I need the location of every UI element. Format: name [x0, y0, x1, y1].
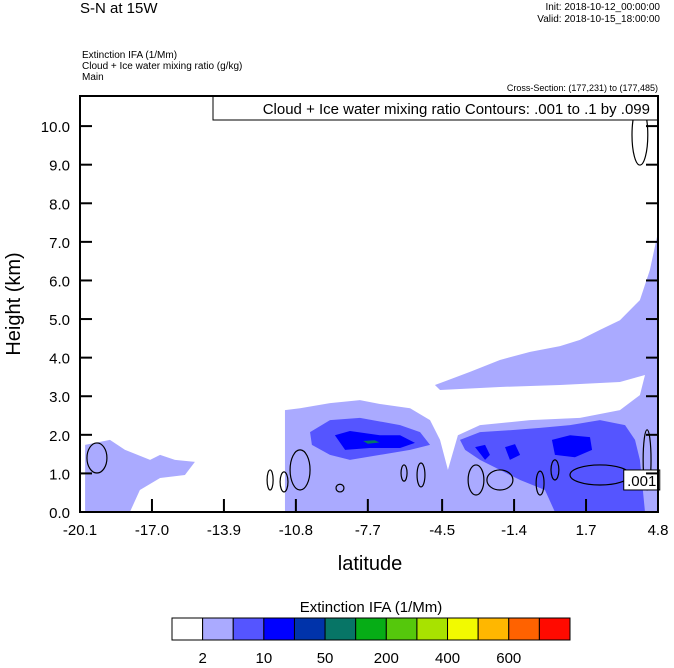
x-tick-label: -4.5 [429, 522, 455, 539]
colorbar: 2 10 50 200 400 600 [171, 617, 571, 667]
colorbar-swatch [324, 617, 357, 641]
y-tick-label: 2.0 [49, 428, 70, 445]
mixing-ratio-contour [266, 469, 274, 491]
y-tick-label: 4.0 [49, 351, 70, 368]
y-tick-label: 10.0 [41, 119, 70, 136]
y-tick-label: 6.0 [49, 273, 70, 290]
y-tick-label: 5.0 [49, 312, 70, 329]
mixing-ratio-contour [400, 464, 408, 482]
colorbar-label: 600 [496, 650, 521, 667]
colorbar-swatch [416, 617, 449, 641]
cross-section-label: Cross-Section: (177,231) to (177,485) [506, 83, 658, 93]
plot-frame [79, 95, 659, 513]
colorbar-swatch [293, 617, 326, 641]
colorbar-label: 400 [435, 650, 460, 667]
extinction-fill-region [459, 420, 646, 512]
extinction-fill-region [85, 439, 195, 512]
field-label-main: Main [82, 72, 104, 83]
y-axis-label: Height (km) [3, 252, 25, 355]
x-tick-label: -20.1 [63, 522, 97, 539]
mixing-ratio-contour [335, 483, 345, 493]
mixing-ratio-contour [416, 462, 426, 488]
mixing-ratio-contour [86, 442, 108, 474]
colorbar-swatch [538, 617, 571, 641]
colorbar-swatch [171, 617, 204, 641]
colorbar-swatch [385, 617, 418, 641]
x-tick-label: 1.7 [576, 522, 597, 539]
init-time: Init: 2018-10-12_00:00:00 [545, 2, 660, 13]
mixing-ratio-contour [467, 464, 485, 496]
extinction-fill-region [551, 435, 593, 458]
contour-layer [86, 104, 652, 496]
contour-legend-text: Cloud + Ice water mixing ratio Contours:… [263, 101, 650, 118]
y-tick-label: 7.0 [49, 235, 70, 252]
contour-label-box [623, 469, 661, 491]
y-tick-label: 0.0 [49, 505, 70, 522]
colorbar-swatch [447, 617, 479, 641]
x-tick-label: -10.8 [279, 522, 313, 539]
colorbar-swatch [508, 617, 540, 641]
extinction-fill-region [475, 444, 490, 460]
x-tick-label: -7.7 [355, 522, 381, 539]
valid-time: Valid: 2018-10-15_18:00:00 [537, 14, 660, 25]
y-tick-label: 9.0 [49, 158, 70, 175]
x-tick-label: -13.9 [207, 522, 241, 539]
fill-layer [85, 232, 658, 512]
colorbar-title: Extinction IFA (1/Mm) [300, 599, 443, 616]
extinction-fill-region [505, 444, 521, 460]
colorbar-swatch [202, 617, 234, 641]
colorbar-swatch [263, 617, 295, 641]
mixing-ratio-contour [279, 471, 289, 493]
y-tick-label: 1.0 [49, 466, 70, 483]
colorbar-label: 2 [198, 650, 206, 667]
y-tick-label: 3.0 [49, 389, 70, 406]
mixing-ratio-contour [289, 449, 311, 491]
colorbar-label: 50 [317, 650, 334, 667]
colorbar-label: 10 [256, 650, 273, 667]
x-tick-label: -17.0 [135, 522, 169, 539]
main-title: S-N at 15W [80, 0, 158, 17]
colorbar-swatch [232, 617, 265, 641]
x-tick-label: -1.4 [501, 522, 527, 539]
y-tick-label: 8.0 [49, 196, 70, 213]
mixing-ratio-contour [550, 459, 560, 481]
x-axis-label: latitude [338, 553, 403, 575]
axes: -20.1 -17.0 -13.9 -10.8 -7.7 -4.5 -1.4 1.7 4.8 0.… [41, 119, 669, 539]
colorbar-label: 200 [374, 650, 399, 667]
extinction-fill-region [363, 440, 380, 444]
field-label-mixing-ratio: Cloud + Ice water mixing ratio (g/kg) [82, 61, 243, 72]
colorbar-swatch [477, 617, 510, 641]
contour-label-text: .001 [627, 473, 656, 490]
contour-label: .001 [623, 469, 661, 491]
colorbar-swatch [355, 617, 387, 641]
mixing-ratio-contour [535, 470, 545, 496]
mixing-ratio-contour [486, 469, 514, 491]
x-tick-label: 4.8 [648, 522, 669, 539]
field-label-extinction: Extinction IFA (1/Mm) [82, 50, 178, 61]
